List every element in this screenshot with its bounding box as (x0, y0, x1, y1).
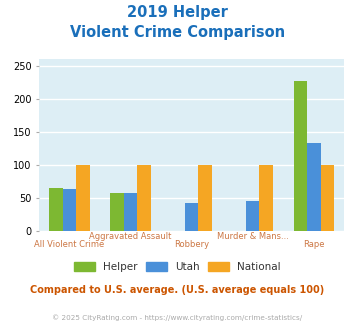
Bar (76, 165, 90, 231)
Text: Robbery: Robbery (174, 240, 209, 249)
Bar (294, 81, 307, 231)
Bar (110, 193, 124, 231)
Bar (185, 203, 198, 231)
Bar (124, 193, 137, 231)
Bar (246, 201, 260, 231)
Bar (63, 189, 76, 231)
Bar (307, 143, 321, 231)
Bar (260, 165, 273, 231)
Bar (49, 188, 63, 231)
Text: 2019 Helper: 2019 Helper (127, 5, 228, 20)
Bar (198, 165, 212, 231)
Text: Rape: Rape (303, 240, 324, 249)
Bar (321, 165, 334, 231)
Text: Murder & Mans...: Murder & Mans... (217, 232, 289, 241)
Bar (137, 165, 151, 231)
Text: Aggravated Assault: Aggravated Assault (89, 232, 172, 241)
Text: All Violent Crime: All Violent Crime (34, 240, 105, 249)
Text: Violent Crime Comparison: Violent Crime Comparison (70, 25, 285, 40)
Legend: Helper, Utah, National: Helper, Utah, National (70, 258, 285, 276)
Text: Compared to U.S. average. (U.S. average equals 100): Compared to U.S. average. (U.S. average … (31, 285, 324, 295)
Text: © 2025 CityRating.com - https://www.cityrating.com/crime-statistics/: © 2025 CityRating.com - https://www.city… (53, 314, 302, 321)
